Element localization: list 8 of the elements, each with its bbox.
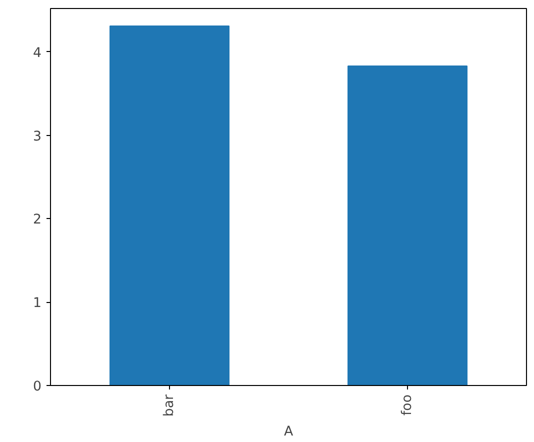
x-tick-label: bar: [162, 394, 177, 417]
y-tick-label: 3: [33, 129, 42, 144]
y-tick-label: 4: [33, 46, 42, 61]
y-tick-label: 0: [33, 380, 42, 394]
y-tick-label: 1: [33, 296, 42, 312]
x-tick-label: foo: [400, 394, 415, 416]
y-tick-label: 2: [33, 212, 42, 228]
x-axis-title: A: [284, 424, 294, 440]
